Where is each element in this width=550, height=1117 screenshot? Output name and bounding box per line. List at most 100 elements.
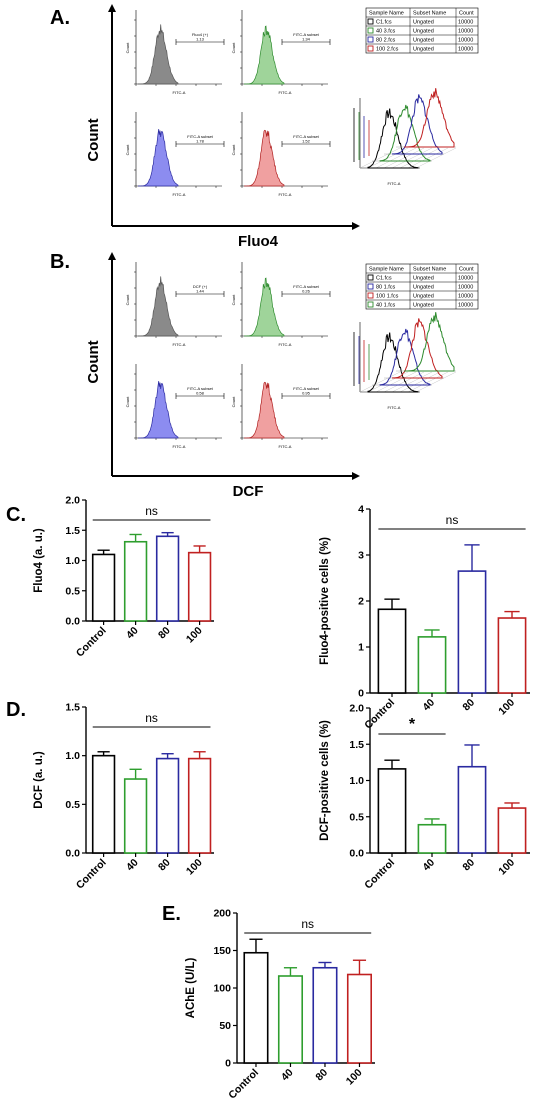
a-legend-box [365,7,479,54]
y-tick-label: 50 [219,1020,231,1032]
chart-dcf-au: 0.0 0.5 1.0 1.5 DCF (a. u.) Control 40 80 100 ns [33,702,214,892]
y-tick-label: 0.0 [65,848,80,860]
b-overlay-gridline [375,371,417,393]
a-legend-count: 10000 [458,29,473,35]
a-hist-xlabel: FITC-A [279,192,292,197]
b-hist-curve [138,380,179,439]
y-tick-label: 0 [358,688,364,700]
b-overlay-gridline [407,371,449,393]
a-gate-value: 1.34 [302,37,311,42]
y-axis-label: DCF (a. u.) [33,751,45,809]
b-legend-count: 10000 [458,276,473,282]
b-legend-subset: Ungated [413,294,434,300]
a-legend-sample: 80 2.fcs [376,38,396,44]
a-hist-curve [244,25,285,85]
a-gate-value: 1.13 [196,37,205,42]
a-hist-xlabel: FITC-A [173,90,186,95]
b-hist-curve [244,277,285,337]
x-tick-label: Control [362,857,397,892]
significance-label: ns [145,504,158,518]
b-overlay-gridline [359,371,401,393]
a-overlay-gridline [391,147,433,169]
b-hist-ylabel: Count [125,294,130,306]
a-gate-label: FITC-A subset [293,134,319,139]
bar-40 [277,975,304,1064]
significance-label: ns [145,711,158,725]
y-tick-label: 1.0 [65,555,80,567]
b-gate-value: 1.44 [196,289,205,294]
b-legend-sample: 80 1.fcs [376,285,396,291]
bar-80 [312,966,338,1064]
b-legend-sample: C1.fcs [376,276,392,282]
y-tick-label: 1.5 [349,739,364,751]
b-legend-header: Count [459,267,474,273]
y-axis-label: AChE (U/L) [185,957,197,1018]
bar-80 [155,757,180,854]
x-tick-label: 40 [124,857,141,874]
y-tick-label: 0.5 [349,811,364,823]
b-legend-swatch [367,292,374,299]
bar-100 [187,551,212,622]
a-overlay-curve [379,104,431,162]
a-hist-ylabel: Count [231,42,236,54]
x-tick-label: 100 [184,857,205,878]
b-gate-label: FITC-A subset [187,386,213,391]
b-legend-sample: 40 1.fcs [376,303,396,309]
y-tick-label: 1.0 [349,775,364,787]
bar-40 [417,636,447,694]
x-tick-label: Control [74,857,109,892]
b-legend-count: 10000 [458,285,473,291]
panel-letter-c: C. [6,504,26,526]
panel-b-ylabel: Count [85,340,102,383]
b-overlay-xlabel: FITC-A [388,405,401,410]
panel-letter-e: E. [162,903,181,925]
chart-ache: 0 50 100 150 200 AChE (U/L) Control 40 80 100 ns [185,908,375,1102]
a-legend-count: 10000 [458,20,473,26]
a-overlay-curve [404,88,455,148]
a-hist-ylabel: Count [125,144,130,156]
y-tick-label: 0.0 [349,848,364,860]
b-hist-ylabel: Count [231,294,236,306]
b-overlay-curve [379,328,431,386]
x-tick-label: 40 [420,857,437,874]
a-overlay-gridline [399,147,441,169]
a-legend-count: 10000 [458,38,473,44]
x-tick-label: Control [362,697,397,732]
b-legend-sample: 100 1.fcs [376,294,399,300]
b-overlay-gridline [391,371,433,393]
a-overlay-gridline [359,147,401,169]
significance-label: ns [301,917,314,931]
y-tick-label: 100 [213,983,231,995]
x-tick-label: 80 [313,1067,330,1084]
a-overlay-gridline [415,147,457,169]
y-tick-label: 2 [358,596,364,608]
bar-100 [497,617,527,694]
x-tick-label: 40 [279,1067,296,1084]
x-tick-label: 80 [156,625,173,642]
b-legend-swatch [367,283,374,290]
a-hist-curve [138,128,179,187]
panel-letter-d: D. [6,699,26,721]
a-gate-label: Fluo4 (+) [192,32,209,37]
b-hist-xlabel: FITC-A [279,342,292,347]
b-overlay-curve [404,312,455,372]
x-tick-label: 40 [420,697,437,714]
y-axis-label: DCF-positive cells (%) [319,720,331,841]
y-tick-label: 2.0 [65,495,80,507]
y-tick-label: 1.0 [65,750,80,762]
a-legend-count: 10000 [458,47,473,53]
bar-40 [123,540,148,622]
y-tick-label: 4 [358,504,364,516]
panel-letter-a: A. [50,7,70,29]
b-overlay-gridline [399,371,441,393]
a-gate-value: 1.78 [196,139,205,144]
bar-control [377,608,407,694]
b-legend-header: Sample Name [369,267,404,273]
bar-control [91,754,116,854]
a-legend-subset: Ungated [413,47,434,53]
y-tick-label: 3 [358,550,364,562]
a-legend-subset: Ungated [413,20,434,26]
bar-80 [457,570,487,694]
